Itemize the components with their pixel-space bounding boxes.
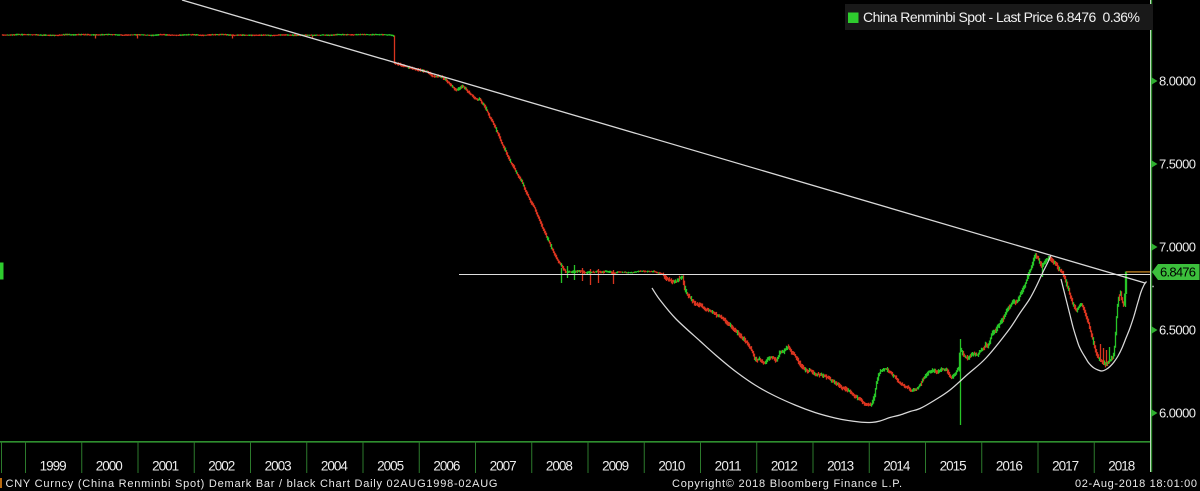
svg-text:2001: 2001 (152, 459, 179, 474)
svg-text:1999: 1999 (40, 459, 67, 474)
svg-text:China Renminbi Spot - Last Pri: China Renminbi Spot - Last Price 6.8476 … (863, 9, 1140, 25)
svg-text:2010: 2010 (658, 459, 685, 474)
svg-text:2002: 2002 (208, 459, 235, 474)
svg-text:2000: 2000 (96, 459, 123, 474)
svg-text:2013: 2013 (827, 459, 854, 474)
svg-text:2016: 2016 (996, 459, 1023, 474)
svg-text:2012: 2012 (771, 459, 798, 474)
svg-text:2015: 2015 (940, 459, 967, 474)
svg-text:2018: 2018 (1108, 459, 1135, 474)
svg-text:7.5000: 7.5000 (1159, 157, 1196, 172)
svg-text:2011: 2011 (715, 459, 742, 474)
svg-text:6.0000: 6.0000 (1159, 406, 1196, 421)
svg-text:2005: 2005 (377, 459, 404, 474)
svg-text:7.0000: 7.0000 (1159, 240, 1196, 255)
svg-text:6.5000: 6.5000 (1159, 323, 1196, 338)
svg-text:2003: 2003 (265, 459, 292, 474)
svg-text:02-Aug-2018 18:01:00: 02-Aug-2018 18:01:00 (1075, 478, 1197, 490)
svg-text:Copyright© 2018 Bloomberg Fina: Copyright© 2018 Bloomberg Finance L.P. (672, 478, 902, 490)
svg-text:2006: 2006 (433, 459, 460, 474)
svg-text:6.8476: 6.8476 (1160, 265, 1196, 280)
svg-text:2008: 2008 (546, 459, 573, 474)
svg-text:CNY Curncy (China Renminbi Spo: CNY Curncy (China Renminbi Spot) Demark … (6, 478, 498, 490)
svg-text:2017: 2017 (1052, 459, 1079, 474)
svg-text:2009: 2009 (602, 459, 629, 474)
svg-text:2014: 2014 (883, 459, 910, 474)
svg-text:8.0000: 8.0000 (1159, 74, 1196, 89)
svg-text:2007: 2007 (490, 459, 517, 474)
svg-text:2004: 2004 (321, 459, 348, 474)
